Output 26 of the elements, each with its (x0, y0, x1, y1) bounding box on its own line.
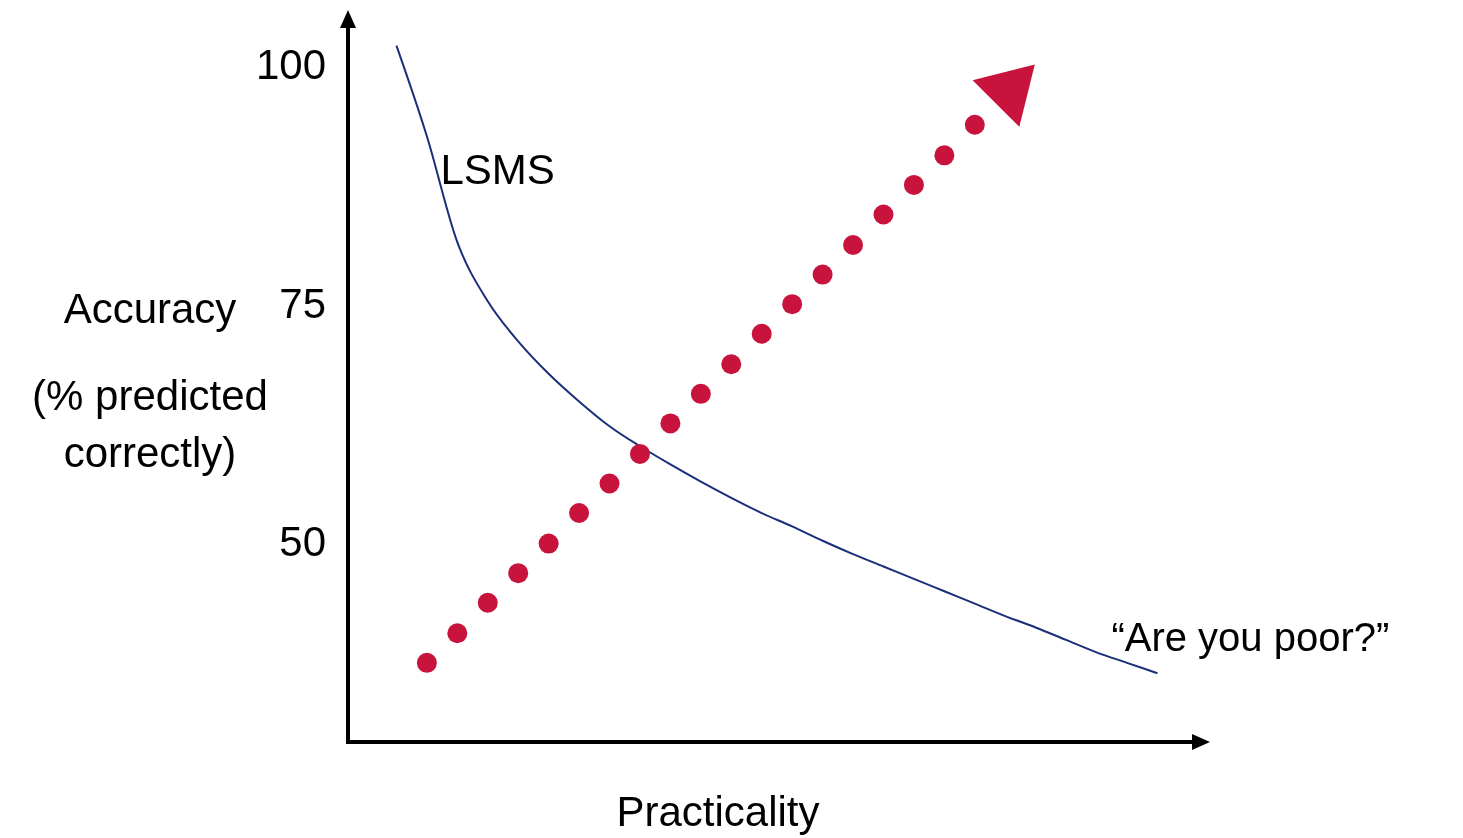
point (447, 623, 468, 644)
point (934, 145, 955, 166)
point (903, 174, 924, 195)
point (690, 383, 711, 404)
point (843, 234, 864, 255)
y-axis-title: Accuracy (% predicted correctly) (32, 285, 268, 476)
point (629, 443, 650, 464)
point (477, 592, 498, 613)
annotation: LSMS (440, 145, 555, 193)
point (721, 354, 742, 375)
point (964, 114, 985, 135)
point (660, 413, 681, 434)
point (751, 323, 772, 344)
y-tick-label: 75 (279, 279, 326, 327)
y-tick-label: 100 (255, 41, 326, 89)
point (812, 264, 833, 285)
point (599, 473, 620, 494)
point (782, 294, 803, 315)
x-axis-title: Practicality (616, 788, 820, 835)
point (508, 563, 529, 584)
point (416, 652, 437, 673)
y-tick-label: 50 (279, 518, 326, 566)
point (538, 533, 559, 554)
annotation: “Are you poor?” (1111, 615, 1390, 660)
point (569, 503, 590, 524)
point (873, 204, 894, 225)
